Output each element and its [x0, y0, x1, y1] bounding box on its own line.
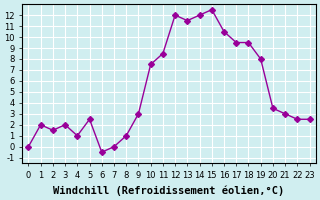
X-axis label: Windchill (Refroidissement éolien,°C): Windchill (Refroidissement éolien,°C) [53, 185, 284, 196]
